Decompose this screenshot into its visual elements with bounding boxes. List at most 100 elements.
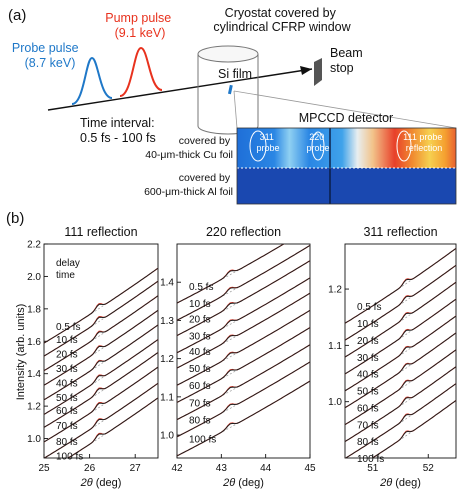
delay-label: 80 fs — [56, 437, 78, 448]
fit-curve — [371, 400, 456, 458]
beam-stop — [314, 58, 322, 86]
fit-curve — [44, 382, 158, 458]
fit-curve — [345, 298, 456, 375]
probe-pulse-label: Probe pulse (8.7 keV) — [12, 41, 82, 70]
beam-arrowhead — [300, 66, 312, 75]
delay-label: 10 fs — [56, 335, 78, 346]
y-tick-label: 1.4 — [27, 369, 41, 380]
delay-label: 20 fs — [189, 314, 211, 325]
delay-label: 50 fs — [357, 387, 379, 398]
fit-curve — [44, 339, 158, 415]
fit-curve — [177, 361, 310, 438]
spot-111-probe — [396, 130, 412, 162]
plot-frame — [176, 243, 311, 459]
projection-line — [233, 90, 238, 129]
spot-220-label: 220 probe — [306, 132, 329, 153]
delay-label: 30 fs — [56, 364, 78, 375]
fit-curve — [177, 244, 285, 304]
plot-frame — [43, 243, 159, 459]
curves-group — [345, 247, 456, 458]
y-tick-label: 2.0 — [27, 272, 41, 283]
beam-stop-label: Beam stop — [330, 46, 366, 75]
panel-a-label: (a) — [8, 7, 26, 24]
chart-title: 311 reflection — [363, 225, 437, 239]
delay-label: 0.5 fs — [56, 322, 80, 333]
delay-label: 60 fs — [189, 381, 211, 392]
delay-label: 70 fs — [189, 398, 211, 409]
delay-label: 70 fs — [357, 420, 379, 431]
x-axis-label-symbol: 2θ — [379, 477, 392, 489]
fit-curve — [44, 280, 158, 357]
delay-label: 80 fs — [189, 416, 211, 427]
plot-frame — [344, 243, 457, 459]
delay-label: 20 fs — [357, 336, 379, 347]
chart-111: 111 reflection 25 26 27 1.0 1.2 1.4 1.6 1.8 2.0 2.… — [27, 225, 159, 489]
fit-curve — [67, 397, 158, 458]
x-axis-label: 2θ (deg) — [222, 477, 264, 489]
fit-curve — [345, 332, 456, 409]
panel-a: (a) Probe pulse (8.7 keV) Pump pulse (9.… — [8, 6, 457, 205]
fit-curve — [345, 349, 456, 426]
fit-curve — [177, 309, 310, 386]
y-tick-label: 2.2 — [27, 240, 41, 251]
beam-line — [47, 68, 313, 111]
fit-curve — [44, 366, 158, 443]
cryostat-label: Cryostat covered by cylindrical CFRP win… — [213, 6, 351, 34]
x-axis-label-unit: (deg) — [392, 477, 421, 489]
probe-pulse-curve — [71, 56, 113, 105]
x-axis-label: 2θ (deg) — [379, 477, 421, 489]
delay-label: 40 fs — [56, 379, 78, 390]
delay-label: 100 fs — [357, 454, 384, 465]
delay-label: 10 fs — [357, 319, 379, 330]
fit-curve — [345, 281, 456, 358]
x-axis-label: 2θ (deg) — [80, 477, 122, 489]
x-tick-label: 44 — [260, 463, 272, 474]
fit-curve — [177, 260, 310, 337]
delay-label: 100 fs — [56, 452, 83, 463]
detector-frame — [236, 127, 457, 205]
delay-label: 20 fs — [56, 349, 78, 360]
delay-label: 30 fs — [189, 332, 211, 343]
fit-curve — [44, 267, 158, 344]
delay-label: 40 fs — [357, 370, 379, 381]
pump-pulse-label: Pump pulse (9.1 keV) — [105, 11, 175, 40]
x-tick-label: 26 — [84, 463, 96, 474]
delay-label: 80 fs — [357, 437, 379, 448]
curves-group — [177, 244, 310, 457]
fit-curve — [345, 247, 456, 324]
delay-label: 30 fs — [357, 353, 379, 364]
fit-curve — [177, 244, 310, 321]
panel-b-label: (b) — [6, 210, 24, 227]
delay-label: 0.5 fs — [357, 302, 381, 313]
fit-curve — [177, 327, 310, 403]
fit-curve — [177, 292, 310, 369]
delay-label: 60 fs — [56, 406, 78, 417]
x-tick-label: 42 — [171, 463, 183, 474]
x-axis-label-unit: (deg) — [235, 477, 264, 489]
y-tick-label: 1.0 — [328, 397, 342, 408]
x-tick-label: 25 — [38, 463, 50, 474]
fit-curve — [44, 309, 158, 386]
delay-label: 70 fs — [56, 421, 78, 432]
time-interval-label: Time interval: 0.5 fs - 100 fs — [80, 116, 158, 145]
x-axis-label-symbol: 2θ — [80, 477, 93, 489]
chart-title: 111 reflection — [64, 225, 137, 239]
fit-curve — [345, 366, 456, 443]
x-tick-label: 45 — [304, 463, 316, 474]
x-tick-label: 27 — [130, 463, 142, 474]
fit-curve — [177, 277, 310, 354]
fit-curve — [345, 315, 456, 392]
y-tick-label: 1.0 — [160, 431, 174, 442]
fit-curve — [44, 352, 158, 428]
legend-title: delay time — [56, 258, 83, 281]
y-tick-label: 1.3 — [160, 316, 174, 327]
y-tick-label: 1.1 — [160, 392, 174, 403]
fit-curve — [44, 324, 158, 401]
spot-111-label: 111 probe reflection — [403, 132, 445, 153]
y-tick-label: 1.0 — [27, 434, 41, 445]
si-film-label: Si film — [218, 67, 252, 81]
fit-curve — [345, 383, 456, 458]
y-tick-label: 1.1 — [328, 341, 342, 352]
pump-pulse-curve — [119, 46, 163, 97]
